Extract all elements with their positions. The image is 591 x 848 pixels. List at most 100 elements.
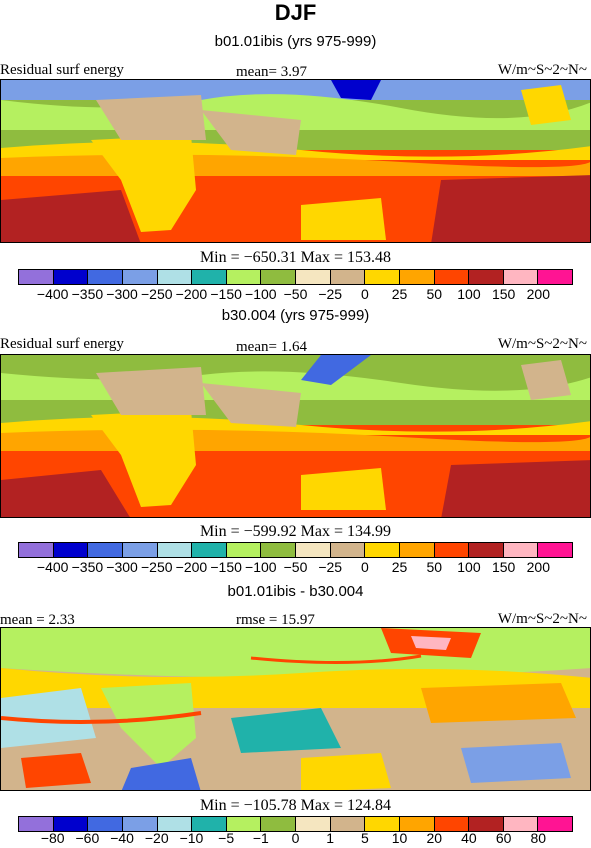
panel1-mean-label: mean= 3.97	[236, 64, 307, 80]
colorbar-tick-label: 0	[360, 286, 369, 302]
colorbar-swatch	[538, 270, 572, 284]
colorbar-swatch	[469, 543, 504, 557]
panel1-variable-label: Residual surf energy	[0, 62, 124, 78]
colorbar-tick-label: −350	[71, 286, 104, 302]
colorbar-tick-label: −250	[140, 286, 173, 302]
colorbar-tick-label: 50	[426, 559, 443, 575]
colorbar-swatch	[192, 270, 227, 284]
colorbar-swatch	[261, 270, 296, 284]
colorbar-swatch	[226, 543, 262, 557]
colorbar-tick-label: 20	[426, 830, 443, 846]
colorbar-tick-label: −250	[140, 559, 173, 575]
colorbar-tick-label: −100	[245, 286, 277, 302]
colorbar-tick-label: 60	[495, 830, 512, 846]
colorbar-swatch	[53, 270, 89, 284]
colorbar-swatch	[330, 817, 366, 831]
colorbar-tick-label: −100	[245, 559, 277, 575]
colorbar-tick-label: −150	[210, 286, 242, 302]
colorbar-swatch	[399, 543, 435, 557]
colorbar-tick-label: −200	[175, 286, 208, 302]
panel2-map-graphic	[1, 355, 590, 517]
colorbar-swatch	[19, 270, 54, 284]
colorbar-swatch	[503, 270, 539, 284]
figure-title: DJF	[274, 0, 317, 25]
colorbar-tick-label: 150	[491, 559, 516, 575]
colorbar-tick-label: −1	[252, 830, 269, 846]
colorbar-swatch	[503, 817, 539, 831]
colorbar-tick-label: −25	[318, 559, 343, 575]
panel2-variable-label: Residual surf energy	[0, 336, 124, 352]
panel1-units-label: W/m~S~2~N~	[497, 62, 587, 78]
colorbar-swatch	[365, 817, 400, 831]
panel2-colorbar	[18, 542, 573, 558]
colorbar-tick-label: 1	[326, 830, 335, 846]
panel3-rmse-label: rmse = 15.97	[236, 612, 315, 628]
colorbar-tick-label: −400	[36, 286, 69, 302]
colorbar-swatch	[538, 543, 572, 557]
colorbar-swatch	[157, 270, 193, 284]
colorbar-tick-label: 150	[491, 286, 516, 302]
colorbar-swatch	[226, 270, 262, 284]
colorbar-tick-label: 25	[391, 559, 408, 575]
panel1-subtitle: b01.01ibis (yrs 975-999)	[214, 33, 377, 50]
colorbar-swatch	[157, 817, 193, 831]
colorbar-swatch	[19, 543, 54, 557]
colorbar-swatch	[503, 543, 539, 557]
colorbar-tick-label: 200	[526, 286, 550, 302]
panel2-subtitle: b30.004 (yrs 975-999)	[221, 307, 370, 324]
colorbar-tick-label: 100	[457, 559, 481, 575]
colorbar-tick-label: −40	[110, 830, 134, 846]
colorbar-tick-label: −50	[283, 559, 308, 575]
colorbar-tick-label: −200	[175, 559, 208, 575]
colorbar-tick-label: −25	[318, 286, 343, 302]
colorbar-tick-label: −300	[106, 286, 138, 302]
colorbar-swatch	[330, 543, 366, 557]
colorbar-swatch	[88, 270, 123, 284]
colorbar-swatch	[226, 817, 262, 831]
colorbar-swatch	[53, 543, 89, 557]
panel1-tick-labels: −400 −350 −300 −250 −200 −150 −100 −50 −25 0 25 50 1…	[0, 286, 591, 304]
colorbar-tick-label: 50	[426, 286, 443, 302]
colorbar-swatch	[122, 270, 158, 284]
colorbar-swatch	[261, 543, 296, 557]
colorbar-tick-label: −150	[210, 559, 242, 575]
colorbar-swatch	[434, 270, 470, 284]
panel3-map	[0, 627, 591, 791]
colorbar-tick-label: 10	[391, 830, 408, 846]
colorbar-tick-label: 80	[530, 830, 547, 846]
colorbar-swatch	[192, 543, 227, 557]
colorbar-swatch	[434, 817, 470, 831]
colorbar-tick-label: 0	[291, 830, 300, 846]
panel3-mean-label: mean = 2.33	[0, 612, 75, 628]
colorbar-swatch	[19, 817, 54, 831]
colorbar-tick-label: −400	[36, 559, 69, 575]
colorbar-swatch	[261, 817, 296, 831]
panel1-map	[0, 79, 591, 243]
colorbar-swatch	[122, 817, 158, 831]
panel2-map	[0, 354, 591, 518]
colorbar-tick-label: −60	[75, 830, 100, 846]
panel1-colorbar	[18, 269, 573, 285]
colorbar-tick-label: −10	[179, 830, 204, 846]
colorbar-tick-label: −5	[218, 830, 235, 846]
panel3-min-max: Min = −105.78 Max = 124.84	[199, 797, 392, 814]
panel1-min-max: Min = −650.31 Max = 153.48	[199, 249, 392, 266]
colorbar-swatch	[296, 270, 331, 284]
colorbar-tick-label: −350	[71, 559, 104, 575]
colorbar-swatch	[53, 817, 89, 831]
colorbar-swatch	[469, 270, 504, 284]
colorbar-swatch	[88, 543, 123, 557]
panel3-units-label: W/m~S~2~N~	[497, 611, 587, 627]
colorbar-swatch	[365, 543, 400, 557]
colorbar-swatch	[88, 817, 123, 831]
panel2-units-label: W/m~S~2~N~	[497, 336, 587, 352]
colorbar-swatch	[399, 817, 435, 831]
colorbar-swatch	[538, 817, 572, 831]
colorbar-swatch	[399, 270, 435, 284]
panel2-tick-labels: −400 −350 −300 −250 −200 −150 −100 −50 −25 0 25 50 1…	[0, 559, 591, 577]
colorbar-swatch	[157, 543, 193, 557]
colorbar-tick-label: −80	[40, 830, 65, 846]
colorbar-swatch	[365, 270, 400, 284]
colorbar-tick-label: 40	[461, 830, 477, 846]
colorbar-tick-label: −50	[283, 286, 308, 302]
